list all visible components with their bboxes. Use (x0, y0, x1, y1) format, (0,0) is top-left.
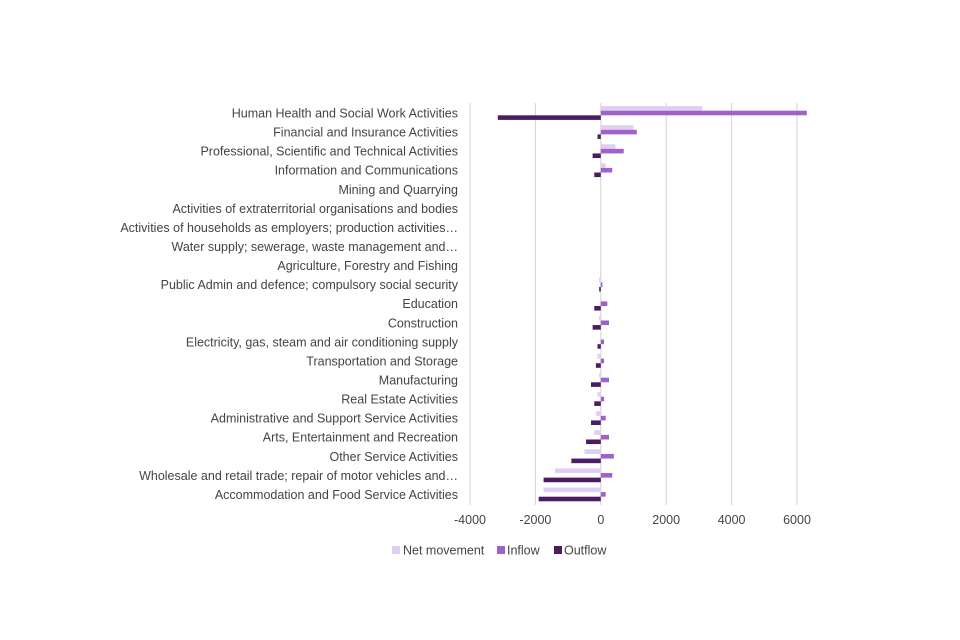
bar-net-movement (600, 163, 606, 168)
bar-outflow (592, 153, 601, 159)
category-label: Mining and Quarrying (338, 183, 458, 197)
bar-net-movement (584, 449, 601, 454)
bar-net-movement (600, 125, 634, 130)
x-tick-label: -4000 (454, 513, 486, 527)
bar-net-movement (599, 277, 601, 283)
category-label: Water supply; sewerage, waste management… (172, 240, 459, 254)
bar-net-movement (599, 373, 601, 378)
category-label: Financial and Insurance Activities (273, 126, 458, 140)
gridlines (469, 103, 798, 505)
legend: Net movement Inflow Outflow (392, 544, 607, 558)
bar-inflow (600, 301, 608, 306)
category-label: Construction (388, 316, 458, 330)
bars (497, 106, 807, 502)
bar-outflow (590, 382, 601, 387)
bar-outflow (592, 325, 601, 330)
bar-inflow (600, 110, 807, 116)
category-label: Other Service Activities (329, 450, 458, 464)
category-label: Public Admin and defence; compulsory soc… (161, 278, 459, 292)
bar-outflow (538, 496, 601, 502)
bar-net-movement (600, 106, 703, 111)
category-label: Arts, Entertainment and Recreation (263, 431, 458, 445)
legend-item-inflow: Inflow (497, 544, 541, 558)
bar-inflow (600, 453, 614, 459)
bar-inflow (600, 129, 637, 135)
bar-outflow (594, 172, 601, 178)
bar-outflow (543, 477, 601, 483)
category-labels: Human Health and Social Work Activities F… (120, 107, 458, 502)
bar-outflow (594, 306, 601, 311)
category-label: Education (402, 297, 458, 311)
bar-net-movement (599, 315, 601, 321)
bar-inflow (600, 339, 605, 345)
x-tick-label: 2000 (652, 513, 680, 527)
bar-outflow (586, 439, 601, 445)
category-label: Professional, Scientific and Technical A… (200, 145, 458, 159)
category-label: Administrative and Support Service Activ… (211, 412, 458, 426)
category-label: Agriculture, Forestry and Fishing (277, 259, 458, 273)
category-label: Manufacturing (379, 373, 458, 387)
x-tick-label: 6000 (783, 513, 811, 527)
bar-outflow (590, 420, 601, 426)
bar-inflow (600, 282, 603, 287)
category-label: Human Health and Social Work Activities (232, 107, 458, 121)
bar-net-movement (543, 487, 601, 493)
category-label: Transportation and Storage (306, 354, 458, 368)
bar-outflow (497, 115, 601, 120)
x-axis-tick-labels: -4000 -2000 0 2000 4000 6000 (454, 513, 811, 527)
bar-inflow (600, 148, 624, 154)
bar-inflow (600, 167, 613, 173)
bar-outflow (597, 344, 601, 349)
bar-net-movement (597, 354, 601, 359)
legend-label: Inflow (507, 544, 541, 558)
legend-label: Outflow (564, 544, 607, 558)
bar-outflow (571, 458, 601, 464)
category-label: Wholesale and retail trade; repair of mo… (139, 469, 458, 483)
bar-inflow (600, 377, 609, 383)
bar-inflow (600, 396, 605, 402)
category-label: Information and Communications (275, 164, 458, 178)
bar-outflow (597, 134, 601, 139)
bar-outflow (599, 286, 601, 292)
x-tick-label: 0 (597, 513, 604, 527)
legend-label: Net movement (403, 544, 485, 558)
bar-inflow (600, 434, 609, 440)
x-tick-label: 4000 (718, 513, 746, 527)
legend-item-outflow: Outflow (554, 544, 607, 558)
category-label: Activities of households as employers; p… (120, 221, 458, 235)
bar-inflow (600, 320, 609, 326)
legend-item-net-movement: Net movement (392, 544, 485, 558)
bar-inflow (600, 492, 606, 497)
bar-outflow (594, 401, 601, 406)
bar-net-movement (594, 430, 601, 435)
bar-net-movement (600, 144, 616, 149)
bar-inflow (600, 358, 605, 364)
bar-inflow (600, 473, 613, 478)
bar-net-movement (597, 392, 601, 397)
category-label: Electricity, gas, steam and air conditio… (186, 335, 459, 349)
legend-swatch (554, 546, 562, 554)
bar-net-movement (555, 468, 601, 474)
x-tick-label: -2000 (519, 513, 551, 527)
category-label: Activities of extraterritorial organisat… (172, 202, 458, 216)
category-label: Accommodation and Food Service Activitie… (215, 488, 458, 502)
legend-swatch (392, 546, 400, 554)
bar-outflow (595, 363, 601, 368)
legend-swatch (497, 546, 505, 554)
bar-inflow (600, 415, 606, 421)
bar-net-movement (595, 411, 601, 416)
category-label: Real Estate Activities (341, 393, 458, 407)
